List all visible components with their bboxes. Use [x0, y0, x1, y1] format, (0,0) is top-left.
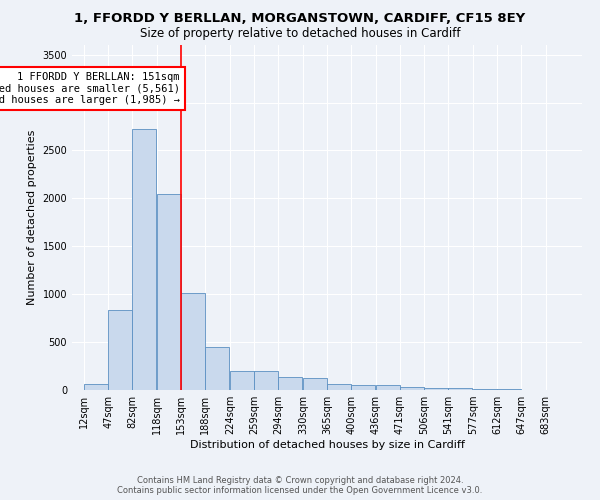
Text: Contains HM Land Registry data © Crown copyright and database right 2024.
Contai: Contains HM Land Registry data © Crown c… — [118, 476, 482, 495]
Bar — [181, 293, 205, 390]
Bar — [157, 194, 181, 390]
Bar — [376, 385, 400, 390]
Text: 1, FFORDD Y BERLLAN, MORGANSTOWN, CARDIFF, CF15 8EY: 1, FFORDD Y BERLLAN, MORGANSTOWN, CARDIF… — [74, 12, 526, 26]
Text: 1 FFORDD Y BERLLAN: 151sqm
← 73% of detached houses are smaller (5,561)
26% of s: 1 FFORDD Y BERLLAN: 151sqm ← 73% of deta… — [0, 72, 180, 105]
Bar — [400, 387, 424, 390]
Bar — [109, 310, 132, 390]
Y-axis label: Number of detached properties: Number of detached properties — [27, 130, 37, 305]
Bar — [497, 389, 521, 390]
Bar — [278, 376, 302, 390]
Bar — [254, 371, 278, 390]
Bar — [351, 384, 375, 390]
X-axis label: Distribution of detached houses by size in Cardiff: Distribution of detached houses by size … — [190, 440, 464, 450]
Text: Size of property relative to detached houses in Cardiff: Size of property relative to detached ho… — [140, 28, 460, 40]
Bar — [424, 388, 448, 390]
Bar — [230, 371, 254, 390]
Bar — [448, 388, 472, 390]
Bar — [473, 389, 497, 390]
Bar — [327, 384, 351, 390]
Bar — [205, 347, 229, 390]
Bar — [303, 378, 327, 390]
Bar — [133, 130, 156, 390]
Bar — [84, 384, 108, 390]
